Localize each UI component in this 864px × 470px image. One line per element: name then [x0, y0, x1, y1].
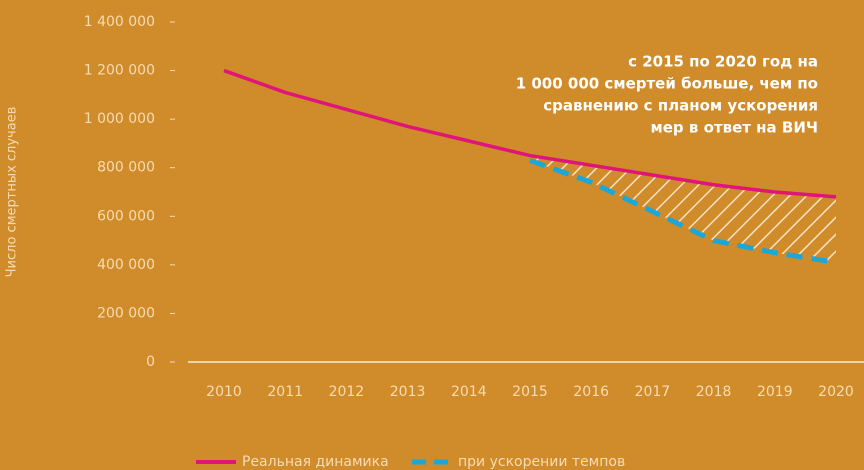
x-tick-label: 2018 — [696, 384, 732, 400]
x-tick-label: 2016 — [573, 384, 609, 400]
y-tick-label: 1 400 000 — [84, 14, 155, 30]
legend-label: при ускорении темпов — [458, 454, 625, 470]
annotation: с 2015 по 2020 год на — [628, 53, 818, 71]
y-axis-label: Число смертных случаев — [5, 107, 20, 278]
series-line — [223, 68, 837, 199]
gap-area — [530, 155, 836, 263]
y-tick-label: 800 000 — [97, 160, 155, 176]
x-tick-label: 2013 — [390, 384, 426, 400]
y-tick-label: 400 000 — [97, 257, 155, 273]
y-tick-label: 0 — [146, 354, 155, 370]
legend-label: Реальная динамика — [242, 454, 389, 470]
y-tick-label: 200 000 — [97, 305, 155, 321]
annotation: сравнению с планом ускорения — [543, 97, 818, 115]
x-tick-label: 2020 — [818, 384, 854, 400]
annotation: мер в ответ на ВИЧ — [650, 119, 818, 137]
y-tick-label: 1 200 000 — [84, 63, 155, 79]
x-tick-label: 2012 — [329, 384, 365, 400]
x-tick-label: 2017 — [635, 384, 671, 400]
annotation: 1 000 000 смертей больше, чем по — [516, 75, 818, 93]
x-tick-label: 2019 — [757, 384, 793, 400]
x-tick-label: 2010 — [206, 384, 242, 400]
x-tick-label: 2014 — [451, 384, 487, 400]
y-tick-label: 1 000 000 — [84, 111, 155, 127]
x-tick-label: 2015 — [512, 384, 548, 400]
y-tick-label: 600 000 — [97, 208, 155, 224]
series-line — [529, 158, 837, 265]
x-tick-label: 2011 — [267, 384, 303, 400]
